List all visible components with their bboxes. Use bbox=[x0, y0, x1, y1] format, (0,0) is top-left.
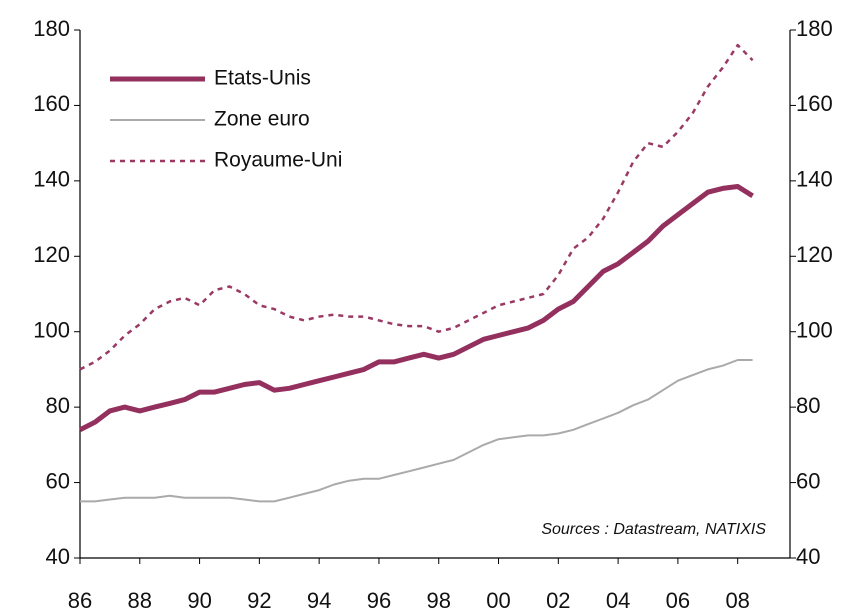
x-tick-label: 94 bbox=[307, 588, 331, 613]
y2-tick-label: 40 bbox=[796, 544, 820, 569]
x-tick-label: 04 bbox=[606, 588, 630, 613]
x-tick-label: 90 bbox=[187, 588, 211, 613]
annotation: Sources : Datastream, NATIXIS bbox=[541, 521, 766, 538]
line-series bbox=[80, 359, 753, 503]
y-tick-label: 120 bbox=[33, 242, 70, 267]
y2-tick-label: 60 bbox=[796, 468, 820, 493]
y2-tick-label: 100 bbox=[796, 318, 833, 343]
y2-tick-label: 140 bbox=[796, 167, 833, 192]
x-tick-label: 98 bbox=[426, 588, 450, 613]
y-tick-label: 140 bbox=[33, 167, 70, 192]
y-tick-label: 40 bbox=[46, 544, 70, 569]
x-tick-label: 96 bbox=[367, 588, 391, 613]
legend-label: Etats-Unis bbox=[214, 67, 311, 90]
y2-tick-label: 120 bbox=[796, 242, 833, 267]
y-tick-label: 180 bbox=[33, 16, 70, 41]
x-tick-label: 00 bbox=[486, 588, 510, 613]
x-tick-label: 88 bbox=[128, 588, 152, 613]
legend-label: Royaume-Uni bbox=[214, 149, 342, 172]
x-tick-label: 08 bbox=[725, 588, 749, 613]
y-tick-label: 60 bbox=[46, 468, 70, 493]
line-series bbox=[78, 184, 754, 433]
x-tick-label: 02 bbox=[546, 588, 570, 613]
line-series bbox=[79, 43, 754, 371]
y-tick-label: 160 bbox=[33, 91, 70, 116]
x-tick-label: 92 bbox=[247, 588, 271, 613]
y2-tick-label: 160 bbox=[796, 91, 833, 116]
legend-label: Zone euro bbox=[214, 108, 310, 131]
x-tick-label: 06 bbox=[666, 588, 690, 613]
x-tick-label: 86 bbox=[68, 588, 92, 613]
y-tick-label: 80 bbox=[46, 393, 70, 418]
y2-tick-label: 180 bbox=[796, 16, 833, 41]
y-tick-label: 100 bbox=[33, 318, 70, 343]
y2-tick-label: 80 bbox=[796, 393, 820, 418]
